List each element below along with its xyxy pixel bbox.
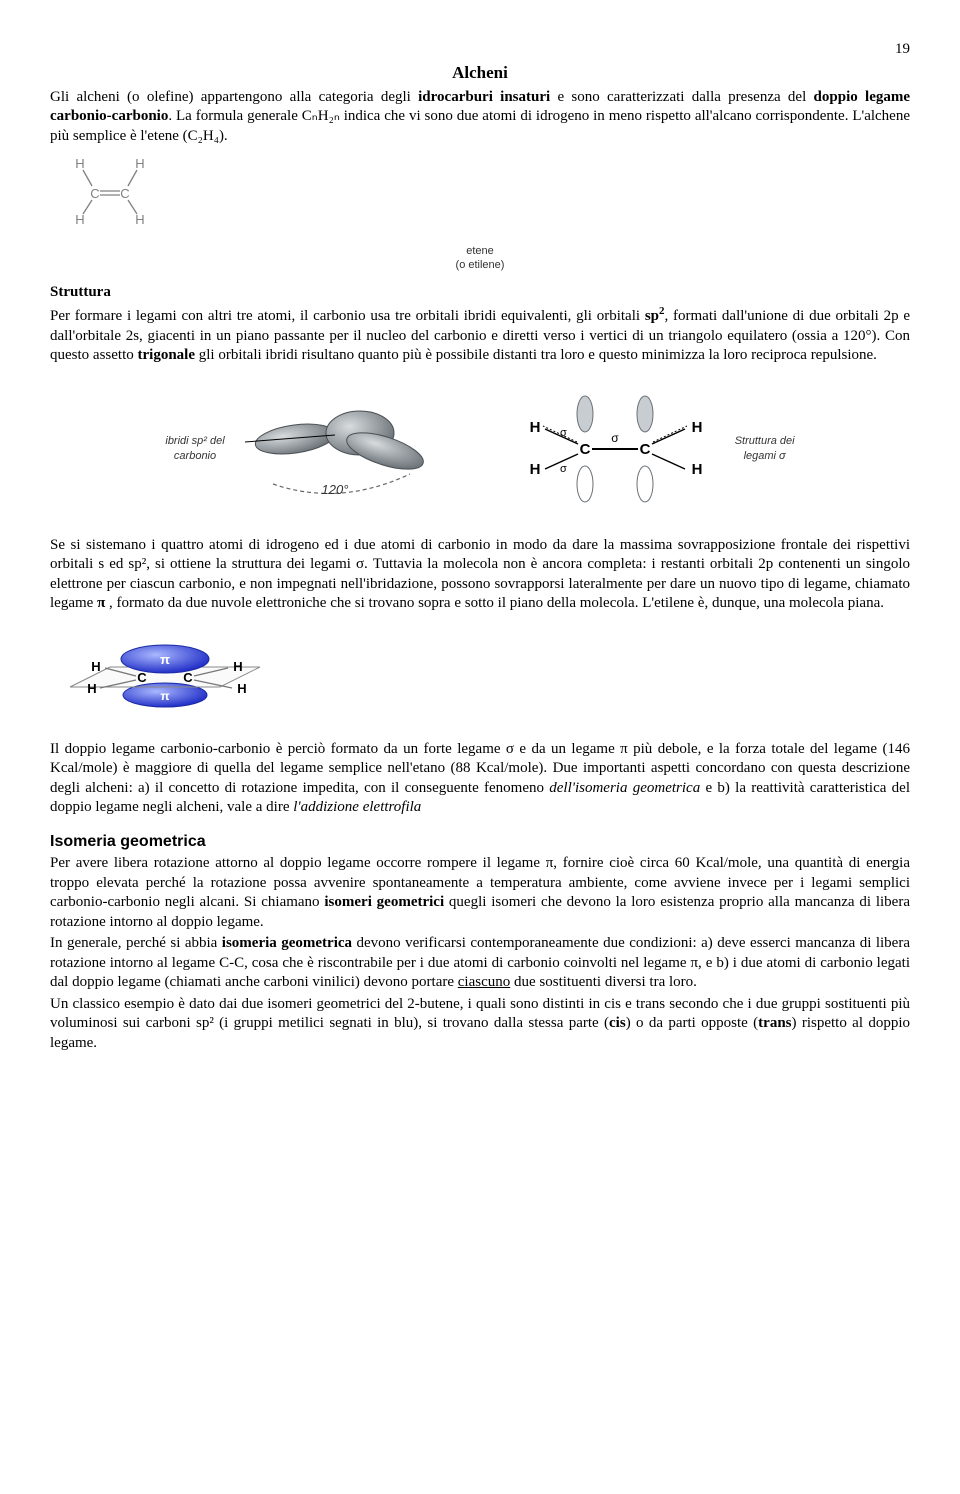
pi-label: π xyxy=(160,689,169,703)
intro-paragraph: Gli alcheni (o olefine) appartengono all… xyxy=(50,88,910,147)
struttura-paragraph: Per formare i legami con altri tre atomi… xyxy=(50,304,910,366)
pi-label: π xyxy=(160,652,170,667)
figure-caption: etene xyxy=(50,244,910,258)
text: In generale, perché si abbia xyxy=(50,935,222,951)
page-title: Alcheni xyxy=(50,62,910,84)
atom-h: H xyxy=(135,212,144,227)
atom-h: H xyxy=(75,212,84,227)
section-heading-struttura: Struttura xyxy=(50,283,910,303)
pi-paragraph: Il doppio legame carbonio-carbonio è per… xyxy=(50,740,910,818)
sigma-paragraph: Se si sistemano i quattro atomi di idrog… xyxy=(50,536,910,614)
figure-etene: H H C C H H etene (o etilene) xyxy=(50,154,910,273)
figure-sp2-orbitals: ibridi sp² del carbonio 120° xyxy=(165,389,444,509)
sigma-label: σ xyxy=(611,431,619,445)
bold-text: isomeria geometrica xyxy=(222,935,352,951)
atom-c: C xyxy=(90,186,99,201)
sigma-label: σ xyxy=(560,463,567,475)
bold-text: trans xyxy=(758,1015,791,1031)
figure-caption-left: ibridi sp² del carbonio xyxy=(165,434,224,463)
atom-c: C xyxy=(639,441,650,458)
atom-h: H xyxy=(135,156,144,171)
text: Per formare i legami con altri tre atomi… xyxy=(50,308,645,324)
atom-h: H xyxy=(691,461,702,478)
italic-text: l'addizione elettrofila xyxy=(293,799,421,815)
bold-text: isomeri geometrici xyxy=(324,894,444,910)
atom-h: H xyxy=(233,659,242,674)
isomeria-paragraph-2: In generale, perché si abbia isomeria ge… xyxy=(50,934,910,993)
text: , formato da due nuvole elettroniche che… xyxy=(105,595,884,611)
underline-text: ciascuno xyxy=(458,974,510,990)
isomeria-paragraph-3: Un classico esempio è dato dai due isome… xyxy=(50,995,910,1054)
bold-text: cis xyxy=(609,1015,626,1031)
angle-label: 120° xyxy=(321,482,348,497)
atom-c: C xyxy=(579,441,590,458)
atom-h: H xyxy=(529,419,540,436)
figure-caption: (o etilene) xyxy=(50,258,910,272)
page-number: 19 xyxy=(50,40,910,60)
sp2-label: sp2 xyxy=(645,308,665,324)
atom-c: C xyxy=(137,670,147,685)
italic-text: dell'isomeria geometrica xyxy=(549,780,700,796)
sigma-label: σ xyxy=(560,427,567,439)
text: e sono caratterizzati dalla presenza del xyxy=(550,89,813,105)
atom-h: H xyxy=(691,419,702,436)
text: Gli alcheni (o olefine) appartengono all… xyxy=(50,89,418,105)
atom-c: C xyxy=(183,670,193,685)
isomeria-paragraph-1: Per avere libera rotazione attorno al do… xyxy=(50,854,910,932)
text: ) o da parti opposte ( xyxy=(626,1015,758,1031)
atom-c: C xyxy=(120,186,129,201)
atom-h: H xyxy=(237,681,246,696)
atom-h: H xyxy=(529,461,540,478)
figure-sigma-structure: σ C C σ σ H H H H S xyxy=(505,384,795,514)
atom-h: H xyxy=(75,156,84,171)
atom-h: H xyxy=(87,681,96,696)
figure-caption-right: Struttura dei legami σ xyxy=(735,434,795,463)
text: due sostituenti diversi tra loro. xyxy=(510,974,697,990)
text: gli orbitali ibridi risultano quanto più… xyxy=(195,347,877,363)
bold-text: idrocarburi insaturi xyxy=(418,89,550,105)
atom-h: H xyxy=(91,659,100,674)
figure-pi-bond: π π C C H H H H xyxy=(50,622,910,732)
text: . La formula generale CₙH₂ₙ indica che v… xyxy=(50,108,910,144)
figure-orbitals-row: ibridi sp² del carbonio 120° xyxy=(50,384,910,514)
section-heading-isomeria: Isomeria geometrica xyxy=(50,832,910,853)
bold-text: trigonale xyxy=(138,347,196,363)
